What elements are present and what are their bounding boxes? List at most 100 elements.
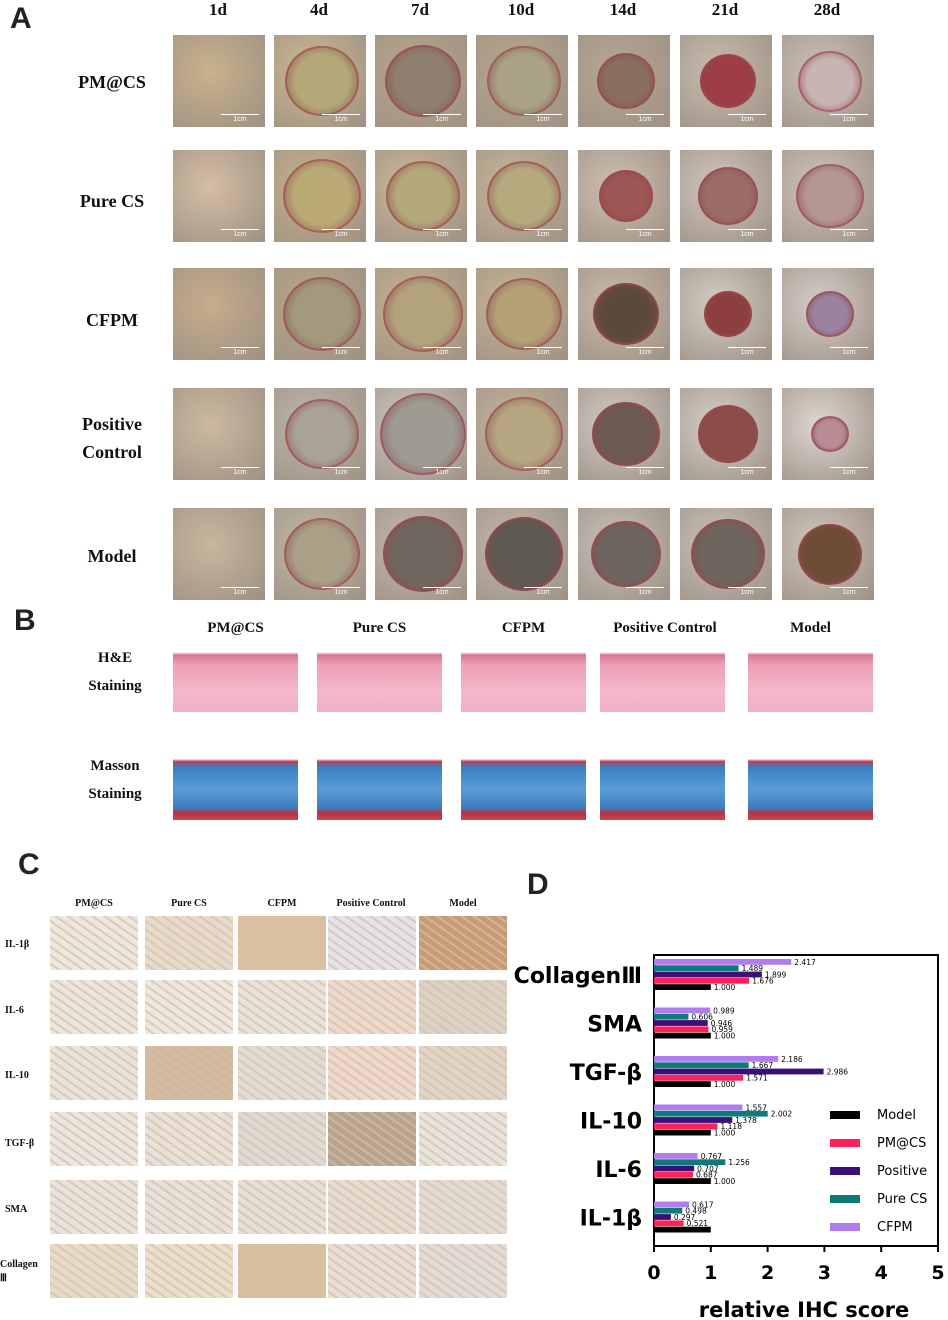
bar [654, 1020, 708, 1026]
data-label: 1.000 [714, 1177, 736, 1186]
wound-photo: 1cm [476, 508, 568, 600]
category-label: IL-1β [580, 1206, 642, 1231]
bar [654, 1013, 689, 1020]
histology-group-label: PM@CS [207, 620, 264, 636]
group-label: Model [87, 546, 137, 566]
data-label: 1.557 [745, 1103, 767, 1112]
bar [654, 1104, 743, 1111]
wound-photo: 1cm [375, 388, 467, 480]
ihc-stain-image [238, 1180, 326, 1234]
ihc-group-label: Pure CS [171, 898, 207, 909]
day-label: 1d [209, 0, 227, 19]
bar [654, 1056, 779, 1062]
wound-area [486, 277, 562, 351]
ihc-stain-image [238, 916, 326, 970]
day-label: 28d [813, 0, 841, 19]
ihc-stain-image [238, 1046, 326, 1100]
scale-bar: 1cm [728, 347, 766, 356]
wound-area [285, 398, 359, 470]
masson-stain-image [748, 752, 873, 820]
data-label: 2.186 [781, 1055, 803, 1064]
wound-photo: 1cm [578, 268, 670, 360]
wound-photo: 1cm [476, 35, 568, 127]
he-stain-image [600, 644, 725, 712]
wound-area [698, 167, 758, 225]
scale-bar: 1cm [221, 347, 259, 356]
wound-photo: 1cm [680, 268, 772, 360]
wound-area [798, 50, 862, 112]
category-label: IL-10 [580, 1109, 642, 1134]
day-label: 7d [411, 0, 429, 19]
wound-area [599, 170, 653, 222]
wound-area [285, 45, 359, 117]
wound-area [811, 415, 849, 453]
data-label: 1.000 [714, 1032, 736, 1041]
panel-b-histology: PM@CS Pure CS CFPM Positive Control Mode… [0, 600, 948, 850]
data-label: 1.000 [714, 983, 736, 992]
wound-area [386, 160, 460, 232]
bar [654, 984, 711, 990]
masson-stain-image [461, 752, 586, 820]
scale-bar: 1cm [322, 114, 360, 123]
wound-photo: 1cm [375, 508, 467, 600]
wound-photo: 1cm [782, 150, 874, 242]
category-label: IL-6 [595, 1158, 642, 1183]
legend-label: Pure CS [877, 1192, 927, 1207]
scale-bar: 1cm [322, 467, 360, 476]
scale-bar: 1cm [524, 347, 562, 356]
ihc-stain-image [328, 916, 416, 970]
wound-area [383, 515, 463, 593]
scale-bar: 1cm [728, 114, 766, 123]
data-label: 1.118 [721, 1122, 743, 1131]
wound-area [487, 45, 561, 117]
wound-photo: 1cm [578, 508, 670, 600]
wound-photo: 1cm [782, 388, 874, 480]
scale-bar: 1cm [830, 229, 868, 238]
bar [654, 1081, 711, 1087]
ihc-stain-image [145, 980, 233, 1034]
ihc-stain-image [145, 1244, 233, 1298]
wound-area [700, 54, 756, 108]
data-label: 0.521 [687, 1219, 709, 1228]
wound-photo: 1cm [680, 388, 772, 480]
bar [654, 971, 762, 978]
wound-area [485, 396, 563, 472]
wound-photo: 1cm [274, 388, 366, 480]
ihc-stain-image [238, 1112, 326, 1166]
data-label: 1.256 [728, 1158, 750, 1167]
data-label: 1.000 [714, 1080, 736, 1089]
wound-photo: 1cm [274, 150, 366, 242]
data-label: 2.002 [771, 1110, 793, 1119]
scale-bar: 1cm [221, 467, 259, 476]
legend-swatch [830, 1111, 860, 1119]
day-label: 21d [711, 0, 739, 19]
scale-bar: 1cm [423, 587, 461, 596]
ihc-marker-label: IL-1β [5, 939, 30, 950]
scale-bar: 1cm [626, 229, 664, 238]
scale-bar: 1cm [728, 229, 766, 238]
scale-bar: 1cm [423, 114, 461, 123]
wound-photo: 1cm [782, 35, 874, 127]
wound-photo: 1cm [680, 150, 772, 242]
ihc-stain-image [145, 1112, 233, 1166]
bar [654, 1123, 718, 1130]
panel-a-wound-photos: 1d 4d 7d 10d 14d 21d 28d PM@CS Pure CS C… [0, 0, 948, 600]
panel-letter-b: B [14, 604, 36, 637]
scale-bar: 1cm [626, 467, 664, 476]
bar [654, 1026, 709, 1033]
histology-group-label: CFPM [501, 620, 546, 636]
data-label: 0.687 [696, 1171, 718, 1180]
scale-bar: 1cm [524, 467, 562, 476]
category-label: SMA [587, 1012, 642, 1037]
group-label: Pure CS [79, 191, 145, 211]
wound-area [591, 520, 661, 588]
wound-area [283, 276, 361, 352]
wound-photo: 1cm [274, 35, 366, 127]
ihc-stain-image [328, 1112, 416, 1166]
scale-bar: 1cm [221, 114, 259, 123]
scale-bar: 1cm [221, 229, 259, 238]
wound-photo: 1cm [578, 35, 670, 127]
ihc-stain-image [50, 1180, 138, 1234]
group-label: Positive Control [82, 414, 142, 462]
ihc-marker-label: Collagen Ⅲ [0, 1259, 38, 1284]
